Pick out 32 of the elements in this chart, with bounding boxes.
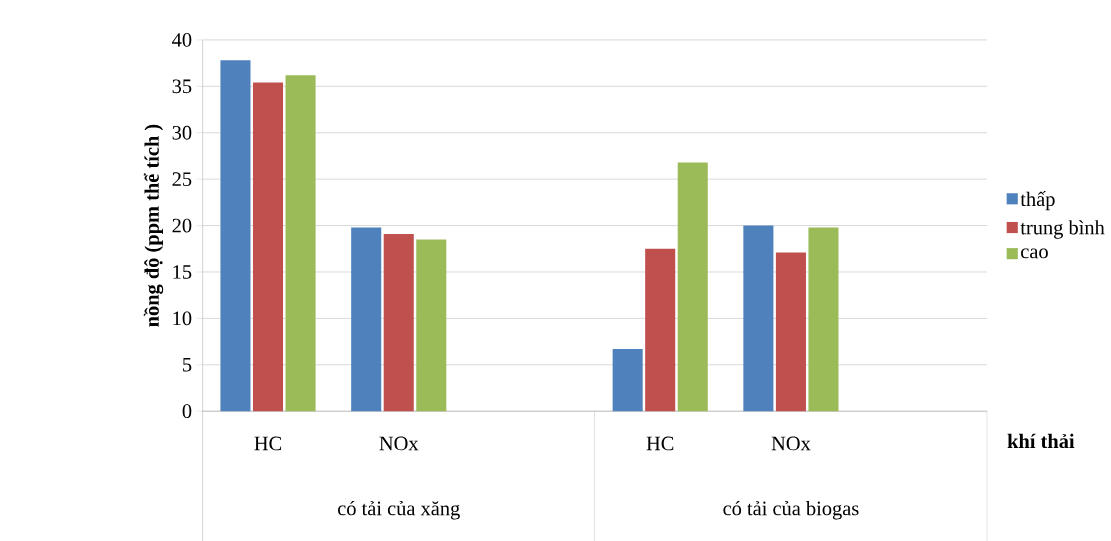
bar <box>612 348 643 412</box>
x-tick-label: NOx <box>771 436 811 451</box>
bar <box>775 252 806 412</box>
bar <box>808 227 839 412</box>
legend-label: cao <box>1021 248 1048 259</box>
x-tick-label: HC <box>254 436 282 451</box>
y-tick-label: 30 <box>172 125 192 140</box>
y-tick-label: 10 <box>173 311 192 326</box>
x-axis-title: khí thải <box>1007 433 1075 448</box>
legend-label: trung bình <box>1020 219 1105 239</box>
x-tick-label: HC <box>646 436 674 451</box>
legend-label: thấp <box>1020 190 1055 211</box>
y-tick-label: 25 <box>172 172 192 186</box>
y-tick-label: 15 <box>173 264 192 279</box>
bar <box>416 239 447 412</box>
bar <box>383 233 414 412</box>
bar <box>252 82 284 412</box>
bar <box>220 60 251 412</box>
bar <box>743 225 774 412</box>
text: có tải của xăng <box>338 500 460 520</box>
y-tick-label: 35 <box>172 79 192 93</box>
bar <box>677 162 708 412</box>
bar <box>351 227 382 412</box>
y-tick-label: 5 <box>183 357 192 372</box>
bar <box>285 74 316 412</box>
y-tick-label: 20 <box>172 218 192 233</box>
bar <box>645 248 676 412</box>
y-tick-label: 40 <box>172 32 192 47</box>
y-tick-label: 0 <box>182 404 192 418</box>
y-axis-title: nồng độ (ppm thể tích ) <box>143 124 164 327</box>
text: có tải của biogas <box>723 500 859 520</box>
x-tick-label: NOx <box>379 436 419 451</box>
